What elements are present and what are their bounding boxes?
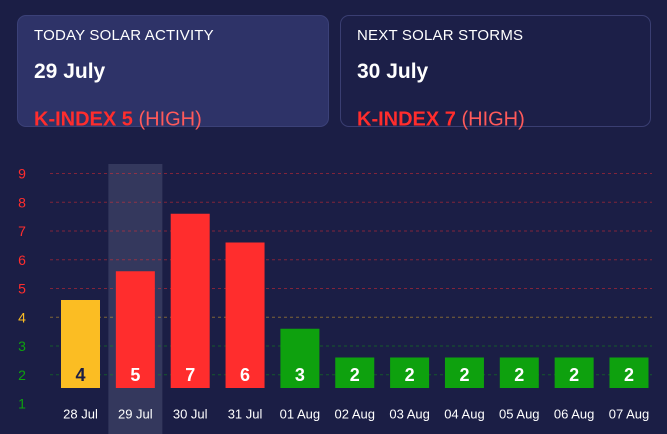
x-tick-label: 30 Jul <box>173 407 208 422</box>
y-tick-label: 4 <box>18 309 26 325</box>
y-tick-label: 9 <box>18 166 26 182</box>
x-tick-label: 01 Aug <box>280 407 321 422</box>
bar <box>61 300 100 388</box>
next-k-index-value: K-INDEX 7 <box>357 108 456 131</box>
next-storms-card: NEXT SOLAR STORMS 30 July K-INDEX 7 (HIG… <box>340 15 651 131</box>
x-tick-label: 07 Aug <box>609 407 650 422</box>
bar <box>335 357 375 388</box>
bar <box>609 357 649 388</box>
next-card-title: NEXT SOLAR STORMS <box>357 27 524 44</box>
x-tick-label: 04 Aug <box>444 407 485 422</box>
y-tick-label: 5 <box>18 281 26 297</box>
today-card-title: TODAY SOLAR ACTIVITY <box>34 27 214 44</box>
bar-value-label: 2 <box>569 365 579 385</box>
bar-value-label: 6 <box>240 365 250 385</box>
y-tick-label: 6 <box>18 252 26 268</box>
y-tick-label: 8 <box>18 194 26 210</box>
today-activity-card: TODAY SOLAR ACTIVITY 29 July K-INDEX 5 (… <box>17 15 329 131</box>
bar <box>225 242 265 388</box>
x-tick-label: 03 Aug <box>389 407 430 422</box>
bar-value-label: 3 <box>295 365 305 385</box>
y-tick-label: 7 <box>18 223 26 239</box>
today-k-index-value: K-INDEX 5 <box>34 108 133 131</box>
x-tick-label: 06 Aug <box>554 407 595 422</box>
y-tick-label: 3 <box>18 338 26 354</box>
bar <box>390 357 430 388</box>
bar <box>499 357 539 388</box>
next-card-date: 30 July <box>357 60 429 83</box>
today-card-date: 29 July <box>34 60 106 83</box>
bar <box>170 213 210 388</box>
x-tick-label: 02 Aug <box>335 407 376 422</box>
next-card-k-index-line: K-INDEX 7 (HIGH) <box>357 109 525 132</box>
bar <box>115 271 155 388</box>
bar-value-label: 2 <box>350 365 360 385</box>
bar <box>444 357 484 388</box>
bar-value-label: 5 <box>130 365 140 385</box>
y-tick-label: 1 <box>18 396 26 412</box>
x-tick-label: 28 Jul <box>63 407 98 422</box>
x-tick-label: 29 Jul <box>118 407 153 422</box>
bar-value-label: 7 <box>185 365 195 385</box>
x-tick-label: 05 Aug <box>499 407 540 422</box>
bar <box>280 328 320 388</box>
bar-value-label: 2 <box>624 365 634 385</box>
bar-value-label: 2 <box>514 365 524 385</box>
bar-value-label: 4 <box>75 365 85 385</box>
next-k-index-level: (HIGH) <box>461 108 525 131</box>
bar-value-label: 2 <box>459 365 469 385</box>
bar <box>554 357 594 388</box>
bar-value-label: 2 <box>405 365 415 385</box>
today-card-k-index-line: K-INDEX 5 (HIGH) <box>34 109 202 132</box>
y-tick-label: 2 <box>18 367 26 383</box>
x-tick-label: 31 Jul <box>228 407 263 422</box>
today-k-index-level: (HIGH) <box>138 108 202 131</box>
